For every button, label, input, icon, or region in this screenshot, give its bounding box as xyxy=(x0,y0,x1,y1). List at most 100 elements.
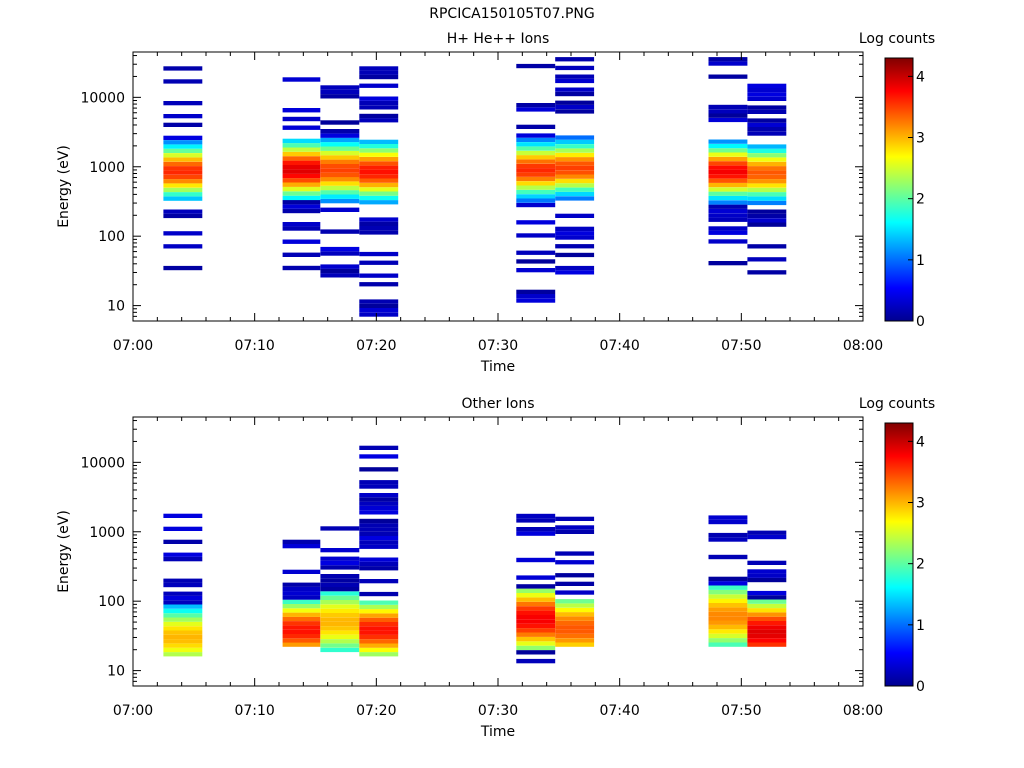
spectrogram-bin xyxy=(708,156,748,162)
spectrogram-bin xyxy=(163,539,203,544)
spectrogram-bin xyxy=(320,526,360,531)
spectrogram-bin xyxy=(516,650,556,655)
spectrogram-bin xyxy=(163,613,203,618)
spectrogram-bin xyxy=(516,194,556,199)
spectrogram-bin xyxy=(708,576,748,582)
spectrogram-bin xyxy=(555,620,595,626)
spectrogram-bin xyxy=(359,579,399,584)
spectrogram-bin xyxy=(359,643,399,648)
spectrogram-bin xyxy=(163,179,203,184)
spectrogram-bin xyxy=(163,187,203,193)
spectrogram-bin xyxy=(708,642,748,647)
spectrogram-bin xyxy=(555,161,595,166)
spectrogram-bin xyxy=(555,525,595,530)
spectrogram-bin xyxy=(282,156,321,161)
spectrogram-bin xyxy=(359,217,399,222)
spectrogram-bin xyxy=(555,148,595,153)
spectrogram-bin xyxy=(555,100,595,105)
spectrogram-bin xyxy=(163,513,203,518)
spectrogram-bin xyxy=(555,642,595,647)
spectrogram-bin xyxy=(163,244,203,249)
spectrogram-bin xyxy=(516,137,556,142)
spectrogram-bin xyxy=(359,152,399,157)
spectrogram-bin xyxy=(708,585,748,590)
spectrogram-bin xyxy=(555,516,595,521)
spectrogram-bin xyxy=(163,192,203,197)
spectrogram-bin xyxy=(555,560,595,565)
spectrogram-bin xyxy=(359,518,399,524)
spectrogram-bin xyxy=(747,577,787,583)
spectrogram-bin xyxy=(516,606,556,611)
spectrogram-bin xyxy=(359,191,399,196)
spectrogram-bin xyxy=(359,540,399,545)
spectrogram-bin xyxy=(320,229,360,234)
x-tick-label: 07:30 xyxy=(478,703,518,719)
spectrogram-bin xyxy=(516,159,556,164)
spectrogram-bin xyxy=(747,170,787,175)
spectrogram-bin xyxy=(282,173,321,179)
spectrogram-bin xyxy=(708,191,748,196)
spectrogram-bin xyxy=(747,196,787,201)
spectrogram-bin xyxy=(359,536,399,541)
spectrogram-bin xyxy=(516,168,556,173)
colorbar-tick-label: 2 xyxy=(916,192,925,208)
spectrogram-bin xyxy=(747,218,787,223)
spectrogram-bin xyxy=(708,143,748,149)
spectrogram-bin xyxy=(555,109,595,114)
spectrogram-bin xyxy=(516,181,556,186)
spectrogram-bin xyxy=(320,621,360,626)
spectrogram-bin xyxy=(320,587,360,592)
spectrogram-bin xyxy=(708,74,748,79)
spectrogram-bin xyxy=(282,642,321,647)
spectrogram-bin xyxy=(708,607,748,612)
spectrogram-bin xyxy=(516,202,556,208)
spectrogram-column xyxy=(708,57,748,266)
spectrogram-bin xyxy=(282,226,321,231)
x-tick-label: 07:10 xyxy=(234,338,274,354)
spectrogram-bin xyxy=(163,617,203,622)
spectrogram-bin xyxy=(163,643,203,648)
spectrogram-column xyxy=(555,57,595,275)
spectrogram-bin xyxy=(163,174,203,180)
spectrogram-bin xyxy=(359,226,399,231)
spectrogram-bin xyxy=(163,647,203,653)
spectrogram-bin xyxy=(320,251,360,256)
spectrogram-bin xyxy=(516,220,556,225)
spectrogram-bin xyxy=(516,584,556,589)
panel-title: H+ He++ Ions xyxy=(447,31,550,47)
spectrogram-bin xyxy=(747,534,787,540)
spectrogram-bin xyxy=(359,169,399,175)
spectrogram-bin xyxy=(747,612,787,617)
spectrogram-bin xyxy=(516,289,556,294)
spectrogram-bin xyxy=(320,190,360,195)
spectrogram-bin xyxy=(359,66,399,71)
spectrogram-bin xyxy=(516,259,556,264)
spectrogram-bin xyxy=(747,166,787,171)
spectrogram-bin xyxy=(747,144,787,149)
spectrogram-bin xyxy=(359,273,399,278)
spectrogram-bin xyxy=(708,174,748,179)
spectrogram-bin xyxy=(282,108,321,113)
spectrogram-bin xyxy=(359,467,399,472)
spectrogram-bin xyxy=(320,613,360,618)
x-tick-label: 07:10 xyxy=(234,703,274,719)
spectrogram-bin xyxy=(747,633,787,639)
spectrogram-bin xyxy=(516,597,556,602)
spectrogram-bin xyxy=(282,634,321,639)
spectrogram-bin xyxy=(282,116,321,122)
spectrogram-bin xyxy=(747,621,787,626)
spectrogram-bin xyxy=(320,185,360,191)
spectrogram-bin xyxy=(747,131,787,136)
spectrogram-bin xyxy=(282,616,321,622)
spectrogram-bin xyxy=(359,282,399,287)
spectrogram-bin xyxy=(516,518,556,523)
spectrogram-bin xyxy=(320,172,360,178)
spectrogram-bin xyxy=(747,209,787,214)
spectrogram-column xyxy=(359,66,399,317)
spectrogram-bin xyxy=(359,505,399,511)
spectrogram-columns xyxy=(163,57,787,317)
spectrogram-bin xyxy=(359,157,399,162)
spectrogram-bin xyxy=(282,612,321,617)
spectrogram-bin xyxy=(282,138,321,144)
spectrogram-bin xyxy=(708,61,748,66)
